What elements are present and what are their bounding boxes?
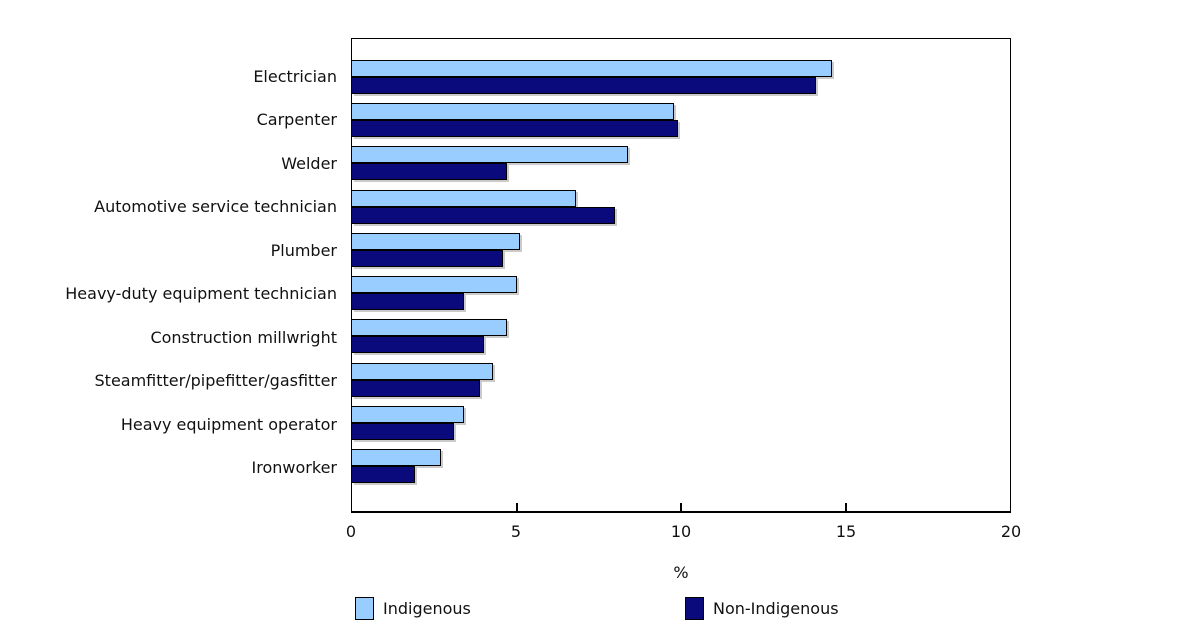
category-label: Construction millwright xyxy=(150,327,337,347)
bar-indigenous xyxy=(352,405,464,423)
bar-indigenous xyxy=(352,232,520,250)
bar-group xyxy=(352,319,1010,354)
x-axis-tick-label: 0 xyxy=(345,522,357,541)
legend: Indigenous Non-Indigenous xyxy=(0,597,1187,627)
bar-non-indigenous xyxy=(352,422,454,440)
bar-indigenous xyxy=(352,189,576,207)
bar-indigenous xyxy=(352,60,833,77)
bar-group xyxy=(352,405,1010,440)
x-axis-tick-labels: 0 5 10 15 20 xyxy=(346,522,1021,544)
bar-non-indigenous xyxy=(352,379,481,397)
bar-indigenous xyxy=(352,362,494,380)
bar-indigenous xyxy=(352,146,629,164)
bar-group xyxy=(352,276,1010,311)
bar-non-indigenous xyxy=(352,249,504,267)
x-axis-tickmark xyxy=(515,503,518,511)
bar-non-indigenous xyxy=(352,77,816,94)
x-axis-tickmark xyxy=(844,503,847,511)
bar-indigenous xyxy=(352,276,517,294)
bar-group xyxy=(352,146,1010,181)
category-label: Welder xyxy=(281,153,337,173)
legend-label-indigenous: Indigenous xyxy=(383,599,471,618)
category-label: Carpenter xyxy=(256,110,337,130)
x-axis-tickmark xyxy=(680,503,682,511)
category-label: Plumber xyxy=(270,240,337,260)
category-label: Heavy equipment operator xyxy=(120,414,337,434)
category-label: Automotive service technician xyxy=(94,197,337,217)
category-axis-labels: Electrician Carpenter Welder Automotive ser… xyxy=(0,38,351,513)
category-label: Steamfitter/pipefitter/gasfitter xyxy=(94,371,337,391)
bar-indigenous xyxy=(352,448,441,466)
bar-non-indigenous xyxy=(352,465,415,483)
legend-label-non-indigenous: Non-Indigenous xyxy=(713,599,839,618)
bar-group xyxy=(352,448,1010,483)
bar-indigenous xyxy=(352,319,507,337)
bar-non-indigenous xyxy=(352,206,616,224)
bar-group xyxy=(352,232,1010,267)
legend-swatch-non-indigenous xyxy=(685,597,704,620)
x-axis-tick-label: 15 xyxy=(835,522,857,541)
plot-area xyxy=(351,38,1011,513)
bar-non-indigenous xyxy=(352,293,464,311)
bar-non-indigenous xyxy=(352,120,678,138)
legend-entry-non-indigenous: Non-Indigenous xyxy=(685,597,839,620)
category-label: Heavy-duty equipment technician xyxy=(65,284,337,304)
legend-swatch-indigenous xyxy=(355,597,374,620)
x-axis-tick-label: 5 xyxy=(510,522,522,541)
bar-rows xyxy=(352,39,1010,511)
x-axis-tick-label: 10 xyxy=(670,522,692,541)
x-axis-title: % xyxy=(673,563,689,582)
category-label: Ironworker xyxy=(251,458,337,478)
x-axis-tick-label: 20 xyxy=(1000,522,1022,541)
category-label: Electrician xyxy=(253,66,337,86)
bar-indigenous xyxy=(352,103,675,121)
bar-group xyxy=(352,60,1010,94)
bar-group xyxy=(352,362,1010,397)
legend-entry-indigenous: Indigenous xyxy=(355,597,471,620)
bar-non-indigenous xyxy=(352,336,484,354)
bar-group xyxy=(352,189,1010,224)
bar-group xyxy=(352,103,1010,138)
bar-non-indigenous xyxy=(352,163,507,181)
